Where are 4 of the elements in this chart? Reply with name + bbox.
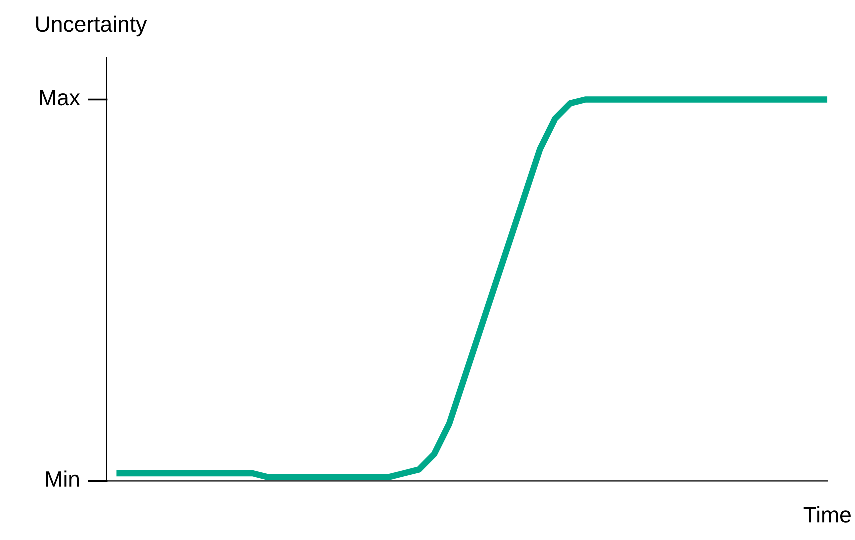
x-axis-title: Time	[804, 506, 851, 523]
text: Max	[40, 90, 80, 106]
y-axis-title: Uncertainty	[36, 16, 148, 37]
text: Min	[46, 470, 80, 487]
